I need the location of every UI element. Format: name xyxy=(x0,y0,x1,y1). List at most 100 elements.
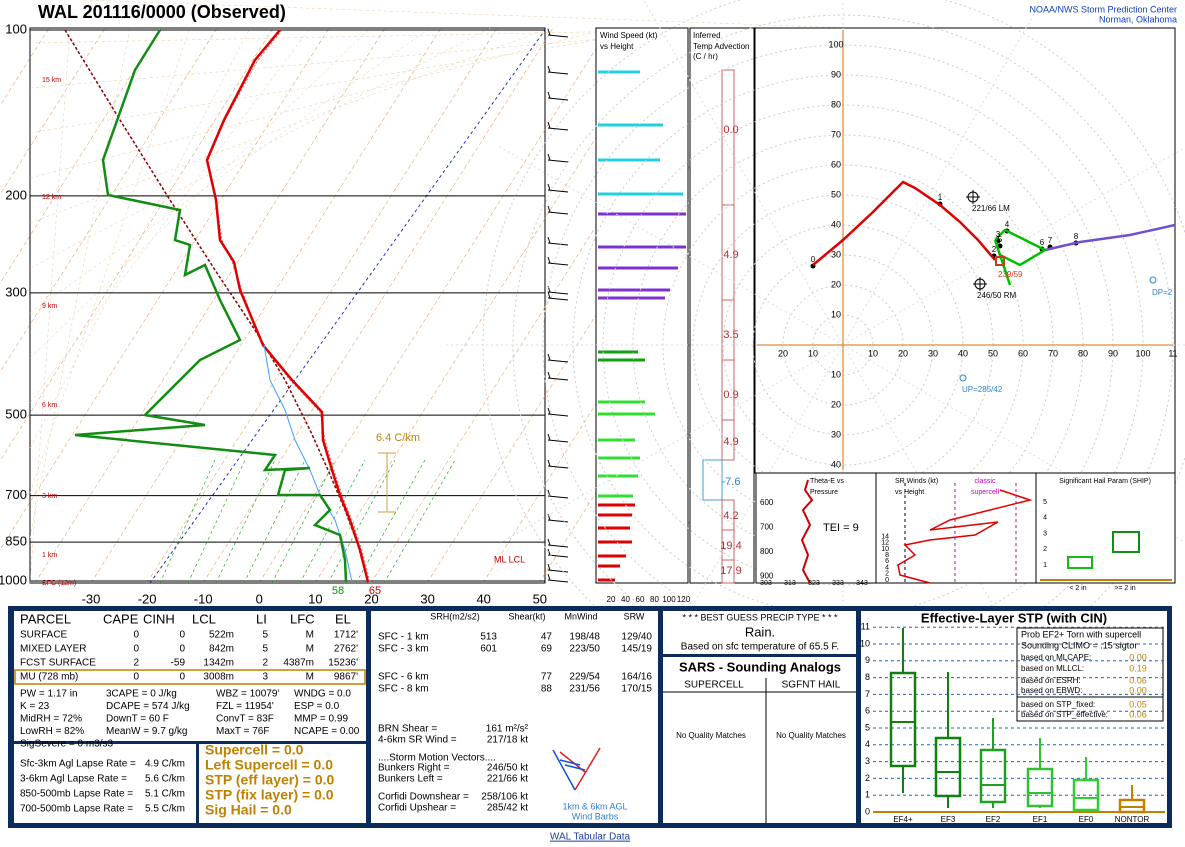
precip-type: Rain. xyxy=(745,624,775,639)
wind-tick: 100 xyxy=(662,595,676,604)
barb xyxy=(547,297,569,301)
precip-title: * * * BEST GUESS PRECIP TYPE * * * xyxy=(682,612,838,622)
kin-value: 217/18 kt xyxy=(487,735,528,746)
sr-tick: 14 xyxy=(881,533,889,540)
wind-barb-glyph-blue xyxy=(552,749,586,791)
stp-prob-title: Prob EF2+ Torn with supercell xyxy=(1021,629,1141,639)
parcel-cell: 1342m xyxy=(203,658,234,669)
panel-title: Pressure xyxy=(810,489,838,496)
bunkers-rm-marker xyxy=(973,277,987,291)
barb xyxy=(547,34,569,38)
dry-adiabat xyxy=(29,27,311,404)
parcel-cell: 842m xyxy=(209,644,234,655)
stp-category: EF1 xyxy=(1033,815,1048,824)
barb-flag xyxy=(547,153,551,161)
kin-cell: 229/54 xyxy=(569,672,600,683)
parcel-cell: 5 xyxy=(262,630,268,641)
theta-tick: 303 xyxy=(760,580,772,587)
barb-flag xyxy=(547,353,551,361)
kin-cell: 88 xyxy=(541,684,553,695)
parcel-header: EL xyxy=(335,611,351,626)
lapse-label: Sfc-3km Agl Lapse Rate = xyxy=(20,759,136,770)
stp-category: EF0 xyxy=(1079,815,1094,824)
composite: STP (eff layer) = 0.0 xyxy=(205,772,335,788)
isotherm xyxy=(0,27,218,373)
parcel-cell: SURFACE xyxy=(20,630,68,641)
barb xyxy=(547,359,569,363)
parcel-param: DownT = 60 F xyxy=(106,714,169,725)
hodo-point-label: 4 xyxy=(1005,220,1010,229)
tabular-data-link[interactable]: WAL Tabular Data xyxy=(550,832,631,843)
hodo-tick: 50 xyxy=(988,348,998,358)
panel-title: Wind Speed (kt) xyxy=(600,31,658,40)
sars-column: SGFNT HAIL xyxy=(782,680,841,691)
pressure-label: 300 xyxy=(5,284,27,299)
temp-label: 0 xyxy=(256,591,263,606)
wind-tick: 40 xyxy=(621,595,630,604)
stp-tick: 0 xyxy=(865,806,870,816)
barb xyxy=(547,569,569,573)
barb xyxy=(547,71,569,75)
temp-label: 20 xyxy=(364,591,378,606)
kin-cell: 77 xyxy=(541,672,553,683)
isotherm xyxy=(202,27,554,584)
ship-tick: 2 xyxy=(1043,546,1047,553)
hodo-tick: 100 xyxy=(1135,348,1150,358)
stp-tick: 3 xyxy=(865,756,870,766)
mixing-ratio xyxy=(327,459,396,584)
stp-box xyxy=(889,671,917,768)
sr-tick: 6 xyxy=(885,558,889,565)
parcel-cell: 9867' xyxy=(334,672,358,683)
precip-basis: Based on sfc temperature of 65.5 F. xyxy=(681,642,839,653)
center-name: NOAA/NWS Storm Prediction Center xyxy=(1029,4,1177,14)
kin-cell: 223/50 xyxy=(569,644,600,655)
lcl-label: ML LCL xyxy=(494,554,525,564)
theta-e-panel xyxy=(755,472,877,584)
barb-flag xyxy=(547,371,551,379)
kin-cell: 69 xyxy=(541,644,553,655)
barb-flag xyxy=(547,28,551,36)
stp-boxplots xyxy=(873,626,1165,814)
parcel-param: WBZ = 10079' xyxy=(216,689,279,700)
composite: Sig Hail = 0.0 xyxy=(205,802,292,818)
temp-label: 10 xyxy=(308,591,322,606)
sr-tick: 10 xyxy=(881,546,889,553)
hodo-point-label: 6 xyxy=(1040,238,1045,247)
isotherm xyxy=(0,27,162,284)
stp-tick: 1 xyxy=(865,790,870,800)
barb xyxy=(547,413,569,417)
hodo-point-label: 0 xyxy=(811,255,816,264)
parcel-param: NCAPE = 0.00 xyxy=(294,726,360,737)
mixing-ratio xyxy=(215,459,276,584)
pressure-label: 1000 xyxy=(0,572,27,587)
parcel-header: CAPE xyxy=(103,611,139,626)
barb-flag xyxy=(547,183,551,191)
stp-prob-value: 0.00 xyxy=(1129,685,1147,695)
mixing-ratio xyxy=(159,459,216,584)
stp-prob-label: based on STP_fixed: xyxy=(1021,700,1095,709)
parcel-param: ESP = 0.0 xyxy=(294,701,340,712)
wind-speed-panel xyxy=(595,27,689,584)
sr-tick: 4 xyxy=(885,564,889,571)
barb-flag xyxy=(547,573,551,581)
kin-header: SRW xyxy=(624,611,645,621)
kin-value: 246/50 kt xyxy=(487,763,528,774)
advection-box xyxy=(721,419,735,461)
barb xyxy=(547,291,569,295)
stp-tick: 4 xyxy=(865,739,870,749)
hodo-tick: 20 xyxy=(831,279,841,289)
theta-tick: 900 xyxy=(760,572,774,581)
sr-note: classic xyxy=(974,478,996,485)
dry-adiabat xyxy=(29,27,611,179)
theta-e-trace xyxy=(800,479,814,584)
stp-prob-value: 0.06 xyxy=(1129,709,1147,719)
barb-flag xyxy=(547,459,551,467)
theta-tick: 700 xyxy=(760,523,774,532)
barb xyxy=(547,465,569,469)
advection-box xyxy=(721,559,735,584)
parcel-cell: 2 xyxy=(133,658,139,669)
sr-tick: 2 xyxy=(885,571,889,578)
stp-box xyxy=(1072,778,1100,812)
stp-prob-value: 0.19 xyxy=(1129,663,1147,673)
